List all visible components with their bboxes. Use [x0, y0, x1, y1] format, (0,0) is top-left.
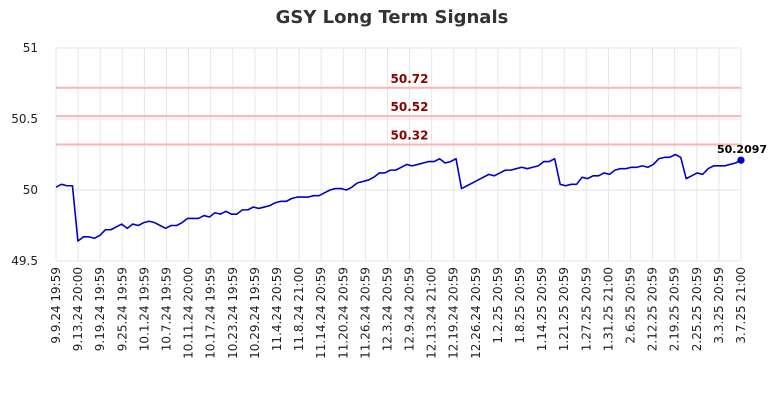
x-tick-label: 10.17.24 19:59 [204, 267, 218, 359]
x-tick-label: 12.3.24 20:59 [380, 267, 394, 351]
reference-line-label: 50.52 [391, 100, 429, 114]
x-tick-label: 10.1.24 19:59 [137, 267, 151, 351]
x-tick-label: 3.3.25 20:59 [712, 267, 726, 344]
reference-lines: 50.72 50.52 50.32 [56, 72, 741, 146]
x-tick-label: 1.14.25 20:59 [535, 267, 549, 351]
x-tick-label: 1.31.25 21:00 [601, 267, 615, 351]
x-tick-label: 1.27.25 20:59 [579, 267, 593, 351]
x-tick-label: 2.12.25 20:59 [646, 267, 660, 351]
x-tick-label: 1.2.25 20:59 [491, 267, 505, 344]
x-tick-label: 9.13.24 20:00 [71, 267, 85, 351]
last-point-marker [737, 156, 745, 164]
x-tick-label: 10.23.24 19:59 [226, 267, 240, 359]
x-tick-label: 11.26.24 20:59 [358, 267, 372, 359]
x-tick-label: 9.19.24 19:59 [93, 267, 107, 351]
x-tick-label: 10.29.24 19:59 [248, 267, 262, 359]
x-tick-label: 2.19.25 20:59 [668, 267, 682, 351]
x-tick-label: 12.19.24 20:59 [447, 267, 461, 359]
x-tick-label: 10.7.24 19:59 [159, 267, 173, 351]
x-tick-label: 11.20.24 20:59 [336, 267, 350, 359]
x-axis-ticks: 9.9.24 19:59 9.13.24 20:00 9.19.24 19:59 9.… [49, 267, 748, 359]
x-tick-label: 2.6.25 20:59 [624, 267, 638, 344]
x-tick-label: 9.9.24 19:59 [49, 267, 63, 344]
chart-title: GSY Long Term Signals [275, 7, 509, 28]
x-tick-label: 10.11.24 20:00 [182, 267, 196, 359]
x-tick-label: 11.14.24 20:59 [314, 267, 328, 359]
x-tick-label: 1.8.25 20:59 [513, 267, 527, 344]
x-tick-label: 11.4.24 20:59 [270, 267, 284, 351]
y-tick-label: 50 [23, 183, 38, 197]
y-tick-label: 50.5 [11, 112, 38, 126]
x-tick-label: 3.7.25 21:00 [734, 267, 748, 344]
last-value-label: 50.2097 [717, 143, 767, 156]
x-tick-label: 9.25.24 19:59 [115, 267, 129, 351]
reference-line-label: 50.32 [391, 129, 429, 143]
y-tick-label: 49.5 [11, 254, 38, 268]
x-tick-label: 12.26.24 20:59 [469, 267, 483, 359]
x-tick-label: 2.25.25 20:59 [690, 267, 704, 351]
series-group: 50.2097 [55, 143, 767, 242]
series-line [55, 153, 742, 242]
x-tick-label: 12.13.24 21:00 [425, 267, 439, 359]
y-tick-label: 51 [23, 41, 38, 55]
x-tick-label: 12.9.24 20:59 [403, 267, 417, 351]
grid [55, 47, 742, 262]
reference-line-label: 50.72 [391, 72, 429, 86]
x-tick-label: 11.8.24 21:00 [292, 267, 306, 351]
y-axis-ticks: 49.5 50 50.5 51 [11, 41, 38, 268]
x-tick-label: 1.21.25 20:59 [557, 267, 571, 351]
